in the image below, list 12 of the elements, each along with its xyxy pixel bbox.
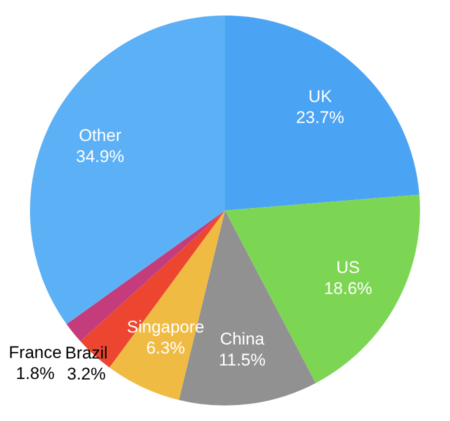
data-label: 6.3% [146, 338, 185, 358]
data-label: 1.8% [16, 364, 55, 384]
slice-label: France [8, 343, 62, 362]
slice-label: Other [78, 126, 122, 146]
data-label: 34.9% [76, 147, 124, 166]
data-label: 3.2% [66, 364, 106, 384]
slice-label: UK [308, 86, 333, 106]
data-label: 11.5% [218, 350, 266, 370]
slice-label: US [336, 258, 360, 277]
data-label: 18.6% [324, 278, 372, 298]
data-label: 23.7% [296, 108, 344, 127]
slice-label: China [220, 330, 265, 349]
